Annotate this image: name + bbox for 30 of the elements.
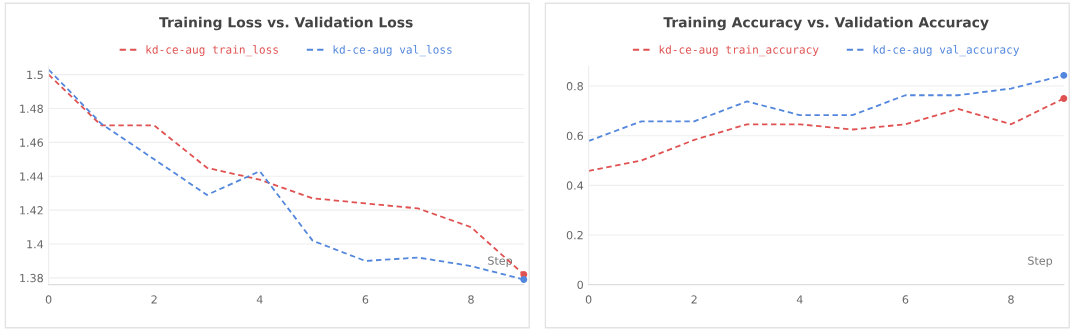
y-tick-label: 1.42 <box>20 206 43 215</box>
legend-label: kd-ce-aug train_accuracy <box>659 45 819 57</box>
chart-title: Training Loss vs. Validation Loss <box>159 16 413 31</box>
x-tick-label: 4 <box>796 295 803 304</box>
x-tick-label: 4 <box>256 295 263 304</box>
legend-label: kd-ce-aug val_loss <box>333 45 452 57</box>
y-tick-label: 0.8 <box>566 82 583 91</box>
y-tick-label: 0.4 <box>566 181 584 190</box>
x-tick-label: 8 <box>1008 295 1014 304</box>
x-tick-label: 2 <box>151 295 157 304</box>
y-tick-label: 1.44 <box>20 172 44 181</box>
x-tick-label: 6 <box>902 295 909 304</box>
y-tick-label: 1.48 <box>20 104 43 113</box>
y-tick-label: 1.38 <box>20 273 43 283</box>
y-tick-label: 1.46 <box>20 138 44 147</box>
x-axis-title: Step <box>1028 256 1053 268</box>
y-tick-label: 1.4 <box>27 240 44 249</box>
chart-title: Training Accuracy vs. Validation Accuracy <box>663 16 989 31</box>
x-tick-label: 0 <box>45 295 52 304</box>
y-tick-label: 0.6 <box>566 131 584 141</box>
x-tick-label: 2 <box>691 295 697 304</box>
y-tick-label: 0.2 <box>566 230 583 240</box>
x-axis-title: Step <box>488 256 513 268</box>
legend-label: kd-ce-aug train_loss <box>146 45 278 57</box>
x-tick-label: 6 <box>362 295 369 304</box>
y-tick-label: 0 <box>577 280 583 290</box>
legend-label: kd-ce-aug val_accuracy <box>873 45 1020 57</box>
x-tick-label: 8 <box>468 295 474 304</box>
x-tick-label: 0 <box>585 295 592 304</box>
y-tick-label: 1.5 <box>27 70 43 80</box>
